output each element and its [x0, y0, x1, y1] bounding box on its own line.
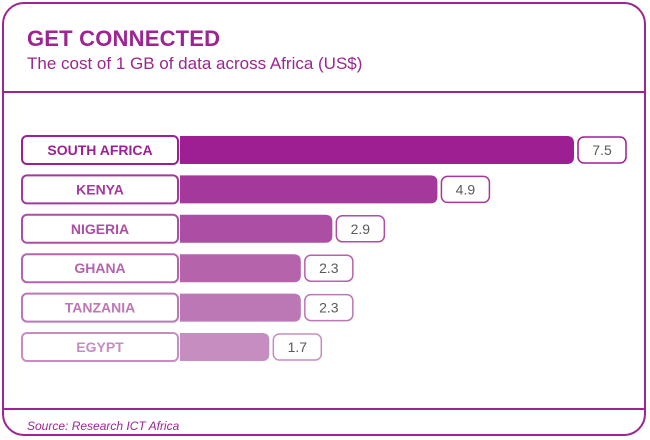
value-label-box-kenya [440, 175, 491, 204]
chart-title: GET CONNECTED [27, 26, 221, 51]
category-label-egypt: EGYPT [76, 339, 124, 355]
value-label-box-south-africa [577, 136, 627, 164]
value-label-egypt: 1.7 [288, 339, 308, 355]
category-label-south-africa: SOUTH AFRICA [47, 142, 152, 158]
bar-kenya [180, 175, 438, 204]
bar-nigeria [180, 214, 333, 243]
category-label-tanzania: TANZANIA [65, 300, 136, 316]
bar-south-africa [180, 136, 574, 164]
value-label-box-tanzania [304, 293, 354, 322]
value-label-ghana: 2.3 [319, 260, 339, 276]
bar-tanzania [180, 293, 301, 322]
category-label-ghana: GHANA [74, 260, 125, 276]
header-divider [4, 91, 644, 93]
category-label-box-ghana [21, 253, 179, 284]
category-label-box-south-africa [21, 135, 179, 165]
value-label-box-ghana [304, 254, 354, 282]
value-label-nigeria: 2.9 [351, 221, 371, 237]
value-label-box-nigeria [335, 215, 386, 243]
category-label-kenya: KENYA [76, 181, 124, 197]
bar-egypt [180, 333, 270, 361]
chart-subtitle: The cost of 1 GB of data across Africa (… [27, 54, 363, 73]
value-label-tanzania: 2.3 [319, 300, 339, 316]
category-label-box-kenya [21, 174, 179, 205]
category-label-box-egypt [21, 332, 179, 362]
value-label-kenya: 4.9 [456, 181, 476, 197]
source-note: Source: Research ICT Africa [27, 419, 180, 433]
value-label-box-egypt [272, 333, 323, 361]
bar-ghana [180, 254, 301, 283]
category-label-nigeria: NIGERIA [71, 221, 129, 237]
category-label-box-tanzania [21, 292, 179, 323]
category-label-box-nigeria [21, 213, 179, 244]
value-label-south-africa: 7.5 [592, 142, 612, 158]
footer-divider [4, 408, 644, 410]
